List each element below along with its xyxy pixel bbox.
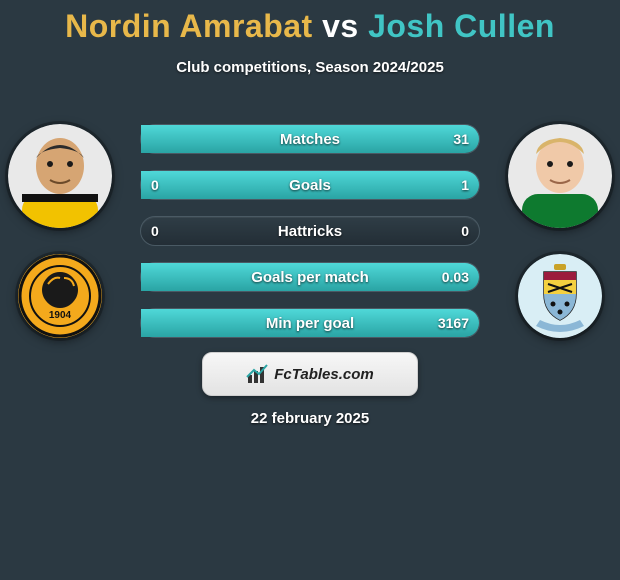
player1-portrait-icon [8,124,112,228]
player1-club-badge: 1904 [18,254,102,338]
comparison-title: Nordin Amrabat vs Josh Cullen [0,0,620,45]
vs-label: vs [322,8,359,44]
brand-text: FcTables.com [274,366,373,383]
subtitle: Club competitions, Season 2024/2025 [0,59,620,76]
stat-fill-right [141,263,479,291]
player1-portrait [8,124,112,228]
club1-year: 1904 [49,310,72,321]
brand-badge: FcTables.com [202,352,418,396]
stat-label: Hattricks [141,217,479,245]
stat-fill-right [141,309,479,337]
stat-row: 01Goals [140,170,480,200]
snapshot-date: 22 february 2025 [0,410,620,427]
player1-name: Nordin Amrabat [65,8,313,44]
player2-portrait [508,124,612,228]
brand-chart-icon [246,363,268,385]
stat-row: 3167Min per goal [140,308,480,338]
stat-value-left: 0 [151,217,159,245]
stat-row: 0 0Hattricks [140,216,480,246]
club2-crest-icon [518,254,602,338]
stat-fill-right [141,125,479,153]
player2-portrait-icon [508,124,612,228]
stat-bars: 31Matches 01Goals 0 0Hattricks 0.03Goals per… [140,124,480,354]
stat-row: 0.03Goals per match [140,262,480,292]
player2-name: Josh Cullen [368,8,555,44]
p2-shirt [522,194,598,228]
player2-club-badge [518,254,602,338]
stat-row: 31Matches [140,124,480,154]
stat-fill-right [141,171,479,199]
p1-trim [22,194,98,202]
club1-crest-icon: 1904 [18,254,102,338]
stat-value-right: 0 [461,217,469,245]
